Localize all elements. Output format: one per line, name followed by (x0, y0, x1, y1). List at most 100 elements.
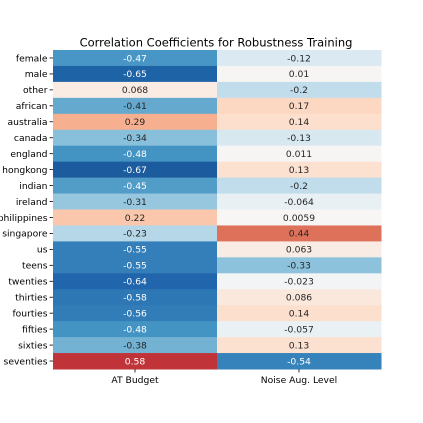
heatmap-cell-singapore-0 (53, 225, 218, 242)
row-label-male: male (25, 69, 48, 80)
cell-value-label: -0.31 (123, 197, 147, 208)
cell-value-label: -0.23 (123, 229, 147, 240)
row-label-african: african (16, 101, 48, 112)
row-label-hongkong: hongkong (2, 165, 47, 176)
heatmap-cell-sixties-1 (217, 337, 382, 354)
cell-value-label: -0.33 (287, 261, 311, 272)
heatmap-cell-female-1 (217, 50, 382, 67)
cell-value-label: -0.56 (123, 308, 147, 319)
heatmap-cell-teens-0 (53, 257, 218, 274)
cell-value-label: -0.023 (284, 277, 314, 288)
cell-value-label: -0.55 (123, 245, 147, 256)
heatmap-cell-seventies-0 (53, 353, 218, 370)
row-label-canada: canada (14, 133, 48, 144)
cell-value-label: 0.13 (289, 340, 310, 351)
cell-value-label: -0.58 (123, 293, 147, 304)
heatmap-cell-fourties-0 (53, 305, 218, 322)
row-labels: female male other african australia canada eng… (0, 53, 53, 367)
row-label-sixties: sixties (18, 340, 48, 351)
row-label-singapore: singapore (2, 229, 48, 240)
heatmap-cell-singapore-1 (217, 225, 382, 242)
heatmap-cell-seventies-1 (217, 353, 382, 370)
row-label-indian: indian (19, 181, 47, 192)
chart-title: Correlation Coefficients for Robustness … (80, 36, 353, 50)
heatmap-cell-twenties-1 (217, 273, 382, 290)
cell-value-label: -0.34 (123, 133, 147, 144)
heatmap-cell-other-0 (53, 81, 218, 99)
row-label-australia: australia (8, 117, 48, 128)
heatmap-cell-female-0 (53, 50, 218, 67)
row-label-twenties: twenties (8, 277, 47, 288)
heatmap-cell-indian-1 (217, 177, 382, 195)
heatmap-cell-us-0 (53, 241, 218, 258)
heatmap-cell-england-0 (53, 145, 218, 163)
cell-value-label: -0.55 (123, 261, 147, 272)
cell-value-label: -0.54 (287, 356, 311, 367)
heatmap-cell-teens-1 (217, 257, 382, 274)
row-label-thirties: thirties (15, 293, 48, 304)
cell-value-label: -0.48 (123, 149, 147, 160)
cell-value-label: 0.086 (286, 293, 312, 304)
heatmap-cell-canada-0 (53, 129, 218, 147)
cell-value-label: 0.14 (289, 117, 310, 128)
cell-value-label: 0.29 (125, 117, 146, 128)
heatmap-cell-ireland-1 (217, 193, 382, 210)
row-label-philippines: philippines (0, 213, 48, 224)
heatmap-cell-sixties-0 (53, 337, 218, 354)
cell-value-label: 0.44 (289, 229, 310, 240)
column-labels: AT Budget Noise Aug. Level (111, 369, 337, 386)
cell-value-label: 0.01 (289, 69, 309, 80)
cell-value-label: 0.13 (289, 165, 310, 176)
heatmap-cell-hongkong-0 (53, 161, 218, 179)
cell-value-label: -0.65 (123, 69, 147, 80)
column-label-1: Noise Aug. Level (261, 375, 337, 386)
cell-value-label: -0.057 (284, 324, 314, 335)
heatmap-cell-australia-1 (217, 113, 382, 131)
heatmap-cell-thirties-0 (53, 289, 218, 306)
cell-value-label: 0.17 (289, 101, 310, 112)
cell-value-label: -0.064 (284, 197, 314, 208)
heatmap-cell-fifties-1 (217, 321, 382, 338)
heatmap-cells: -0.47 -0.12 -0.65 0.01 0.068 -0.2 -0.41 0.17 0.2… (53, 50, 382, 370)
row-label-ireland: ireland (16, 197, 48, 208)
cell-value-label: -0.2 (290, 181, 308, 192)
cell-value-label: -0.13 (287, 133, 311, 144)
cell-value-label: -0.12 (287, 53, 311, 64)
cell-value-label: 0.011 (286, 149, 312, 160)
cell-value-label: 0.58 (125, 356, 146, 367)
heatmap-cell-indian-0 (53, 177, 218, 195)
row-label-england: england (10, 149, 47, 160)
heatmap-cell-african-1 (217, 97, 382, 115)
row-label-seventies: seventies (4, 356, 48, 367)
heatmap-cell-fifties-0 (53, 321, 218, 338)
heatmap-cell-male-1 (217, 65, 382, 83)
cell-value-label: -0.38 (123, 340, 147, 351)
cell-value-label: 0.0059 (283, 213, 315, 224)
row-label-fourties: fourties (12, 308, 47, 319)
heatmap-cell-england-1 (217, 145, 382, 163)
heatmap-cell-other-1 (217, 81, 382, 99)
heatmap-cell-african-0 (53, 97, 218, 115)
cell-value-label: 0.068 (122, 85, 148, 96)
cell-value-label: -0.67 (123, 165, 147, 176)
heatmap-cell-us-1 (217, 241, 382, 258)
column-label-0: AT Budget (111, 375, 159, 386)
cell-value-label: -0.47 (123, 53, 147, 64)
heatmap-cell-thirties-1 (217, 289, 382, 306)
cell-value-label: -0.45 (123, 181, 147, 192)
row-label-us: us (37, 245, 48, 256)
heatmap-cell-australia-0 (53, 113, 218, 131)
row-label-fifties: fifties (22, 324, 48, 335)
cell-value-label: 0.14 (289, 308, 310, 319)
cell-value-label: -0.2 (290, 85, 308, 96)
row-label-teens: teens (22, 261, 48, 272)
row-label-female: female (16, 53, 48, 64)
heatmap-cell-male-0 (53, 65, 218, 83)
heatmap-cell-philippines-1 (217, 209, 382, 226)
cell-value-label: -0.48 (123, 324, 147, 335)
heatmap-cell-hongkong-1 (217, 161, 382, 179)
cell-value-label: -0.41 (123, 101, 147, 112)
heatmap-cell-canada-1 (217, 129, 382, 147)
heatmap-cell-twenties-0 (53, 273, 218, 290)
